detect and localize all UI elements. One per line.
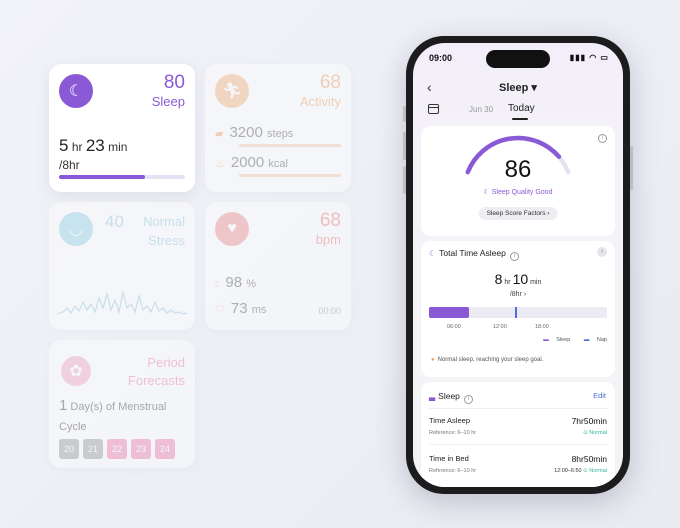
flame-icon: ♨	[215, 158, 225, 170]
sleep-target: /8hr	[59, 158, 80, 172]
period-title: Period Forecasts	[127, 355, 185, 388]
bulb-icon: ●	[431, 357, 435, 363]
time-asleep-status: ⊙ Normal	[583, 430, 607, 436]
time-in-bed-status: 12:00–6:50 ⊙ Normal	[554, 468, 607, 474]
phone-screen: 09:00 ▮▮▮ ◠ ▭ ‹ Sleep ▾ Jun 30 Today i 8…	[413, 43, 623, 487]
spo2-row: 💧︎ 98 %	[215, 274, 257, 291]
sleep-duration: 5 hr 23 min	[59, 136, 128, 155]
time-asleep-reference: Reference: 6–10 hr	[429, 430, 477, 436]
dynamic-island	[486, 50, 550, 68]
time-asleep-value: 7hr50min	[571, 416, 607, 426]
sleep-score: 80	[163, 72, 185, 93]
heart-rate-widget-card[interactable]: ♥ 68 bpm 💧︎ 98 % ♡ 73 ms 00:00	[205, 202, 351, 330]
sleep-timeline	[429, 307, 607, 318]
time-in-bed-value: 8hr50min	[571, 454, 607, 464]
sleep-score-value: 86	[504, 156, 532, 183]
steps-row: ▰ 3200 steps	[215, 124, 294, 141]
steps-bar	[239, 144, 341, 147]
back-chevron-icon[interactable]: ‹	[427, 79, 432, 95]
period-widget-card[interactable]: ✿ Period Forecasts 1 Day(s) of Menstrual…	[49, 340, 195, 468]
period-day: 20	[59, 439, 79, 459]
activity-label: Activity	[299, 94, 341, 109]
info-icon[interactable]: i	[598, 134, 607, 143]
edit-button[interactable]: Edit	[593, 391, 606, 400]
hrv-icon: ♡	[215, 304, 225, 316]
nav-title-dropdown[interactable]: Sleep ▾	[499, 82, 537, 94]
stress-sparkline	[57, 291, 187, 315]
heart-time: 00:00	[318, 306, 341, 316]
total-time-asleep-duration: 8 hr 10 min	[494, 271, 542, 287]
sleep-score-factors-button[interactable]: Sleep Score Factors ›	[478, 207, 558, 220]
stress-widget-card[interactable]: ◡ 40 Normal Stress	[49, 202, 195, 330]
heart-icon: ♥	[215, 212, 249, 246]
time-asleep-label: Time Asleep	[429, 416, 470, 425]
sleep-segment	[429, 307, 469, 318]
shoe-icon: ▰	[215, 128, 224, 140]
total-time-asleep-title: ☾ Total Time Asleep i	[429, 248, 520, 261]
drop-icon: 💧︎	[215, 278, 220, 290]
total-time-asleep-target[interactable]: /8hr ›	[509, 291, 527, 298]
moon-icon: ☾	[59, 74, 93, 108]
sleep-score-card: i 86 ☾ Sleep Quality Good Sleep Score Fa…	[421, 126, 615, 236]
nap-marker	[515, 307, 517, 318]
hrv-row: ♡ 73 ms	[215, 300, 267, 317]
run-icon: 🏃︎	[215, 74, 249, 108]
status-time: 09:00	[429, 53, 453, 63]
timeline-tick: 18:00	[535, 324, 549, 330]
sleep-progress-bar	[59, 175, 185, 179]
activity-score: 68	[319, 72, 341, 93]
sleep-quality-label: ☾ Sleep Quality Good	[483, 189, 553, 196]
stress-score: 40	[105, 212, 124, 231]
date-today-tab[interactable]: Today	[508, 103, 535, 114]
date-prev-tab[interactable]: Jun 30	[469, 105, 494, 114]
period-day: 22	[107, 439, 127, 459]
period-days: 20 21 22 23 24	[59, 439, 175, 459]
face-icon: ◡	[59, 212, 93, 246]
sleep-note: ● Normal sleep, reaching your sleep goal.	[431, 357, 544, 363]
nav-bar: ‹ Sleep ▾	[413, 79, 623, 97]
score-gauge	[465, 135, 571, 175]
bed-icon: ▬	[583, 337, 590, 343]
timeline-legend: ▬ Sleep ▬ Nap	[543, 337, 607, 343]
stress-label-line2: Stress	[148, 233, 185, 248]
period-day: 21	[83, 439, 103, 459]
status-icons: ▮▮▮ ◠ ▭	[569, 53, 609, 62]
phone-frame: 09:00 ▮▮▮ ◠ ▭ ‹ Sleep ▾ Jun 30 Today i 8…	[403, 36, 633, 494]
sleep-section-title: ▃ Sleep i	[429, 391, 474, 404]
sleep-label: Sleep	[151, 94, 185, 109]
period-day: 23	[131, 439, 151, 459]
timeline-tick: 06:00	[447, 324, 461, 330]
timeline-tick: 12:00	[493, 324, 507, 330]
heart-rate-unit: bpm	[315, 232, 341, 247]
period-text: 1 Day(s) of Menstrual Cycle	[59, 397, 167, 433]
calendar-icon[interactable]	[428, 104, 439, 114]
period-day: 24	[155, 439, 175, 459]
time-in-bed-label: Time in Bed	[429, 454, 469, 463]
chevron-right-icon[interactable]: ›	[597, 247, 607, 257]
bed-icon: ▃	[429, 392, 436, 401]
time-in-bed-reference: Reference: 6–10 hr	[429, 468, 477, 474]
sleep-detail-card: ▃ Sleep i Edit Time Asleep Reference: 6–1…	[421, 382, 615, 487]
sleep-widget-card[interactable]: ☾ 80 Sleep 5 hr 23 min /8hr	[49, 64, 195, 192]
date-selected-underline	[512, 118, 528, 120]
date-bar: Jun 30 Today	[413, 103, 623, 121]
stress-label-line1: Normal	[143, 214, 185, 229]
bed-icon: ▬	[543, 337, 549, 343]
heart-rate-value: 68	[319, 210, 341, 231]
info-icon: i	[464, 395, 474, 404]
flower-icon: ✿	[61, 356, 91, 386]
kcal-row: ♨ 2000 kcal	[215, 154, 288, 171]
activity-widget-card[interactable]: 🏃︎ 68 Activity ▰ 3200 steps ♨ 2000 kcal	[205, 64, 351, 192]
info-icon: i	[510, 252, 520, 261]
moon-icon: ☾	[429, 249, 437, 258]
total-time-asleep-card[interactable]: ☾ Total Time Asleep i › 8 hr 10 min /8hr …	[421, 241, 615, 377]
kcal-bar	[239, 174, 341, 177]
